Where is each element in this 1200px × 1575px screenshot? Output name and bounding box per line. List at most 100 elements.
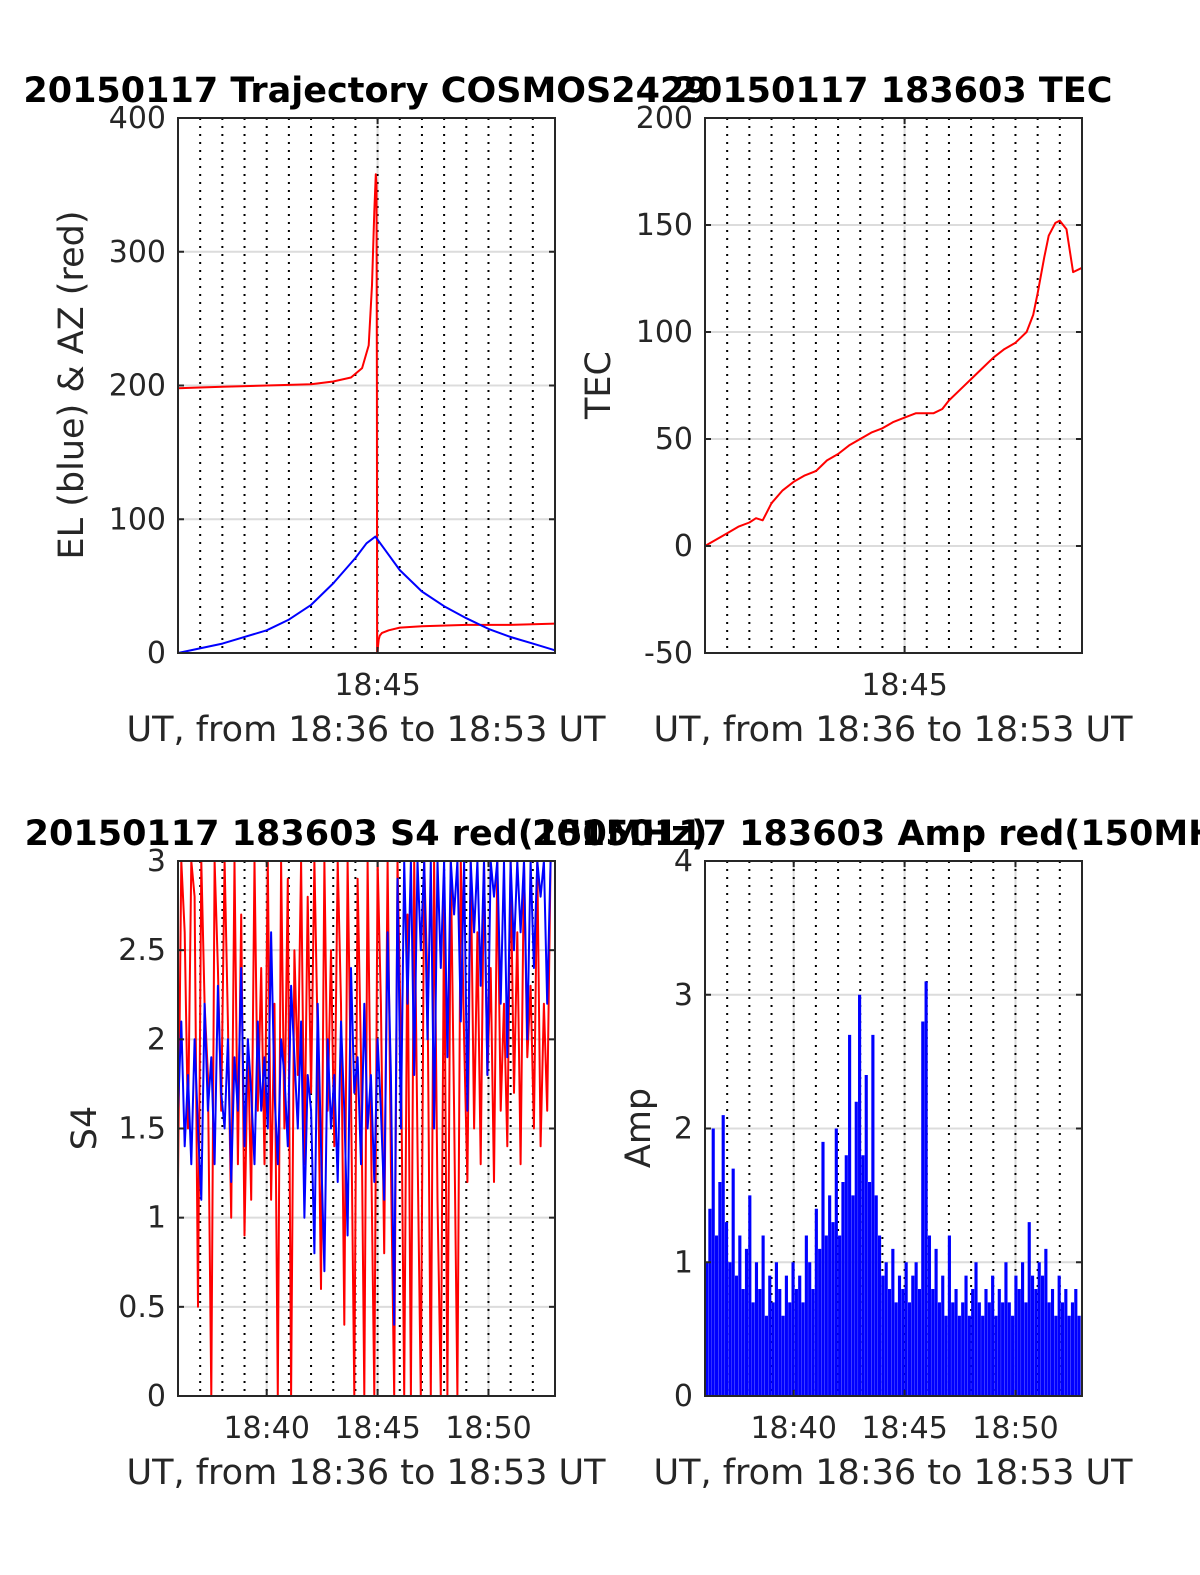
amp-bar <box>705 1262 709 1396</box>
y-axis-label: S4 <box>65 1106 105 1151</box>
amp-bar <box>1001 1302 1005 1396</box>
amp-bar <box>774 1262 778 1396</box>
amp-bar <box>1070 1302 1075 1396</box>
amp-bar <box>1021 1262 1025 1396</box>
plot-frame <box>704 117 1083 654</box>
amp-bar <box>1060 1302 1065 1396</box>
amp-bar <box>818 1248 822 1396</box>
series-line-blue <box>177 535 556 654</box>
x-tick-label: 18:45 <box>861 668 947 703</box>
amp-bar <box>951 1302 955 1396</box>
amp-bar <box>808 1262 812 1396</box>
amp-bar <box>848 1034 852 1396</box>
grid <box>178 118 555 653</box>
amp-bar <box>1054 1315 1058 1396</box>
amp-bar <box>907 1302 912 1396</box>
x-tick-label: 18:45 <box>334 1411 420 1446</box>
y-tick-label: 3 <box>147 844 166 879</box>
amp-bar <box>997 1289 1001 1396</box>
y-tick-label: 200 <box>636 101 693 136</box>
amp-bar <box>1037 1262 1041 1396</box>
series-layer <box>177 173 556 654</box>
y-tick-label: 1 <box>674 1245 693 1280</box>
amp-bar <box>861 1155 865 1396</box>
ticks: 0 100 200 300 400 18:45 <box>109 101 555 703</box>
series-line-red <box>704 219 1083 547</box>
amp-bar <box>914 1262 918 1396</box>
amp-bar <box>804 1235 808 1396</box>
series-line-red <box>177 173 556 654</box>
amp-bar <box>758 1289 762 1396</box>
amp-bar <box>834 1128 838 1396</box>
amp-bar <box>927 1235 932 1396</box>
amp-bar <box>731 1168 735 1396</box>
amp-bar <box>744 1248 749 1396</box>
amp-bar <box>764 1315 769 1396</box>
ticks: 0 1 2 3 4 18:40 18:45 18:50 <box>674 844 1082 1446</box>
amp-bar <box>721 1115 725 1396</box>
panel-tec: -50 0 50 100 150 200 18:45 20150117 183603 TEC… <box>579 71 1133 750</box>
y-tick-label: 1.5 <box>118 1112 166 1147</box>
amp-bar <box>901 1289 905 1396</box>
amp-bar <box>944 1315 948 1396</box>
amp-bar <box>894 1302 898 1396</box>
amp-bar <box>967 1315 971 1396</box>
amp-bar <box>761 1235 765 1396</box>
amp-bar <box>897 1275 902 1396</box>
y-axis-label: TEC <box>579 351 619 420</box>
amp-bar <box>728 1262 732 1396</box>
x-tick-label: 18:45 <box>861 1411 947 1446</box>
amp-bar <box>961 1302 965 1396</box>
panel-amp: 0 1 2 3 4 18:40 18:45 18:50 20150117 183603 Amp… <box>532 814 1200 1493</box>
y-tick-label: 0 <box>674 1379 693 1414</box>
panel-trajectory: 0 100 200 300 400 18:45 20150117 Trajectory C… <box>23 71 708 750</box>
amp-bar <box>957 1315 961 1396</box>
amp-bar <box>921 1021 925 1396</box>
amp-bar <box>754 1262 759 1396</box>
amp-bar <box>874 1195 878 1396</box>
amp-bar <box>1011 1315 1015 1396</box>
amp-bar <box>974 1262 978 1396</box>
amp-bar <box>788 1302 792 1396</box>
amp-bar <box>814 1208 818 1396</box>
grid <box>705 118 1082 653</box>
series-layer <box>705 981 1081 1396</box>
amp-bar <box>937 1302 941 1396</box>
amp-bar <box>947 1235 951 1396</box>
amp-bar <box>831 1222 835 1396</box>
x-axis-label: UT, from 18:36 to 18:53 UT <box>126 710 606 750</box>
y-tick-label: 0 <box>674 529 693 564</box>
y-tick-label: 200 <box>109 369 166 404</box>
amp-bar <box>877 1235 882 1396</box>
amp-bar <box>891 1248 895 1396</box>
amp-bar <box>1024 1302 1028 1396</box>
y-tick-label: -50 <box>644 636 693 671</box>
amp-bar <box>734 1275 739 1396</box>
x-axis-label: UT, from 18:36 to 18:53 UT <box>126 1453 606 1493</box>
amp-bar <box>1047 1302 1051 1396</box>
amp-bar <box>887 1289 892 1396</box>
plot-area <box>704 117 1083 654</box>
amp-bar <box>768 1275 772 1396</box>
amp-bar <box>881 1275 885 1396</box>
amp-bar <box>838 1235 842 1396</box>
amp-bar <box>854 1101 858 1396</box>
y-tick-label: 2 <box>674 1112 693 1147</box>
x-tick-label: 18:40 <box>223 1411 309 1446</box>
amp-bar <box>718 1182 722 1396</box>
amp-bar <box>771 1302 775 1396</box>
plot-frame <box>704 860 1083 1397</box>
amp-bar <box>841 1182 845 1396</box>
amp-bar <box>741 1289 745 1396</box>
amp-bar <box>981 1315 985 1396</box>
chart-title: 20150117 183603 Amp red(150MHz) <box>532 814 1200 854</box>
amp-bar <box>828 1195 832 1396</box>
amp-bar <box>851 1195 855 1396</box>
amp-bar <box>711 1128 715 1396</box>
amp-bar <box>931 1289 935 1396</box>
amp-bar <box>934 1248 938 1396</box>
amp-bar <box>1027 1222 1031 1396</box>
amp-bar <box>778 1289 782 1396</box>
amp-bar <box>1067 1315 1071 1396</box>
